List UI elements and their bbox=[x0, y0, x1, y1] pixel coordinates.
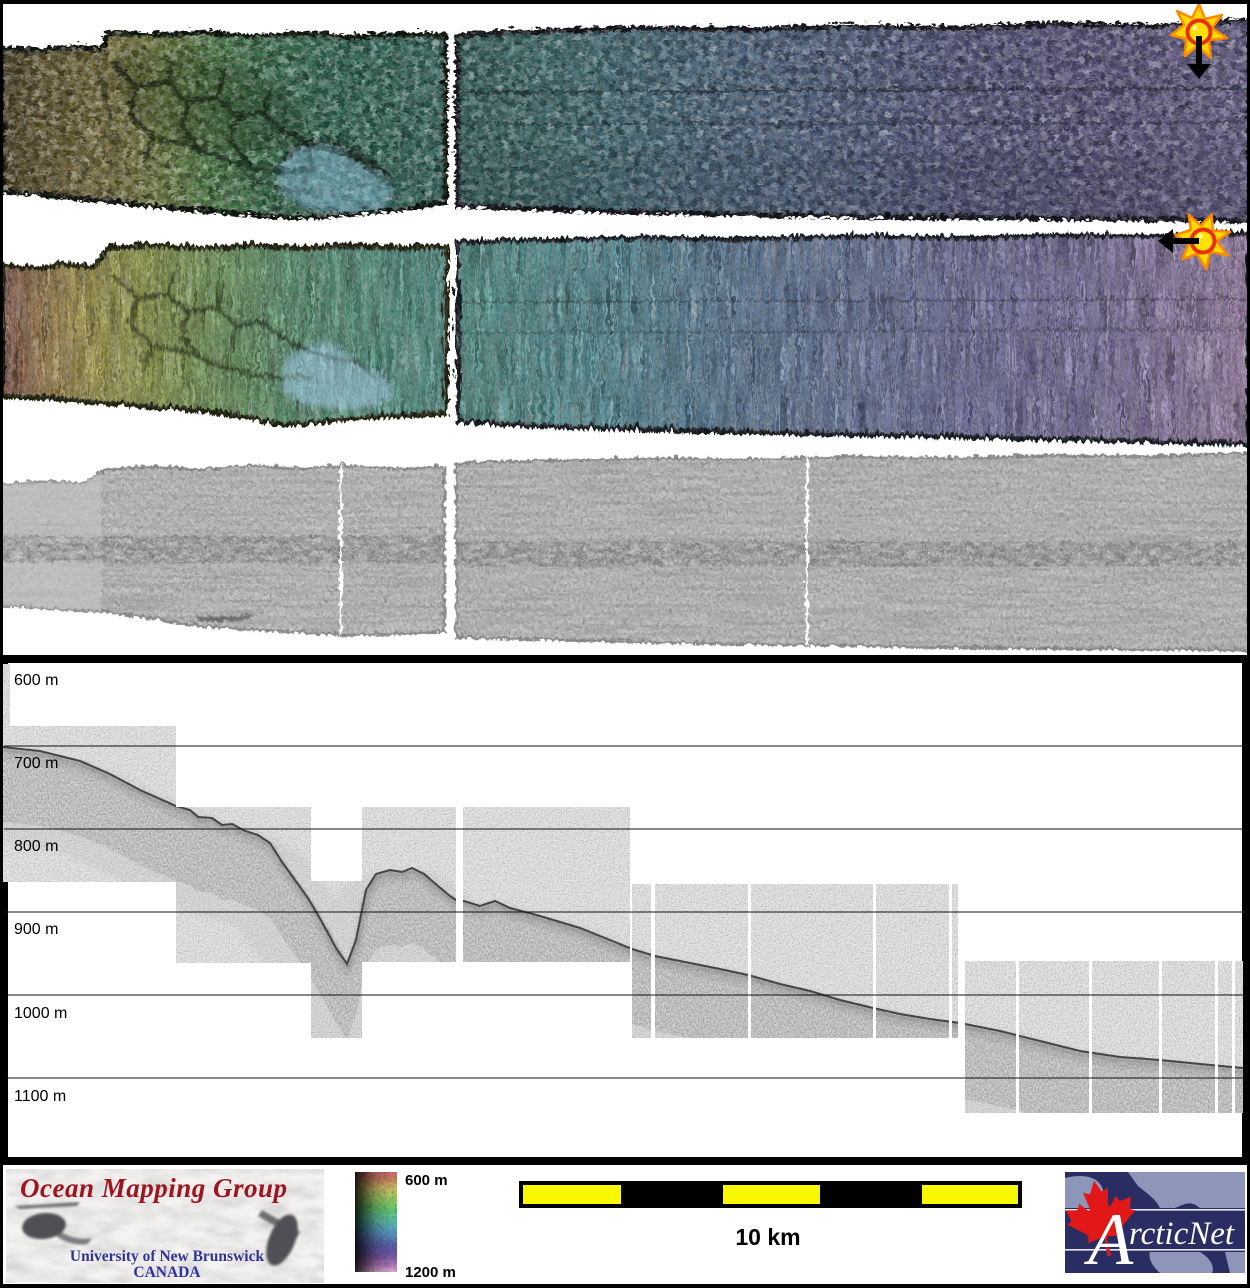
svg-text:University of New Brunswick: University of New Brunswick bbox=[70, 1248, 265, 1265]
svg-text:600 m: 600 m bbox=[14, 672, 58, 689]
svg-text:1000 m: 1000 m bbox=[14, 1005, 67, 1022]
svg-text:rcticNet: rcticNet bbox=[1129, 1216, 1235, 1252]
svg-text:CANADA: CANADA bbox=[133, 1264, 201, 1281]
svg-text:10 km: 10 km bbox=[735, 1224, 800, 1250]
svg-text:900 m: 900 m bbox=[14, 921, 58, 938]
svg-text:1200 m: 1200 m bbox=[405, 1264, 456, 1281]
svg-text:800 m: 800 m bbox=[14, 838, 58, 855]
svg-text:700 m: 700 m bbox=[14, 755, 58, 772]
svg-text:A: A bbox=[1083, 1199, 1134, 1281]
svg-text:Ocean Mapping Group: Ocean Mapping Group bbox=[20, 1173, 288, 1203]
svg-text:600 m: 600 m bbox=[405, 1172, 448, 1189]
svg-text:1100 m: 1100 m bbox=[14, 1088, 66, 1105]
